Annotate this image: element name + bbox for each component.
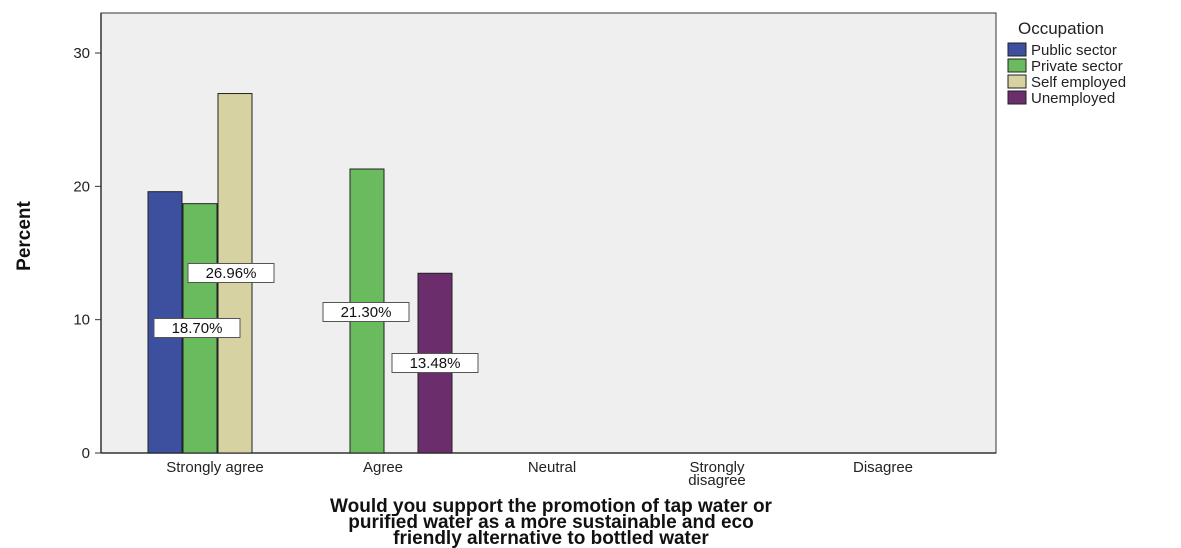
y-tick-label: 0: [82, 445, 90, 462]
x-axis-label-line: friendly alternative to bottled water: [393, 528, 709, 548]
x-axis-label: Would you support the promotion of tap w…: [330, 496, 773, 548]
y-axis-label: Percent: [14, 200, 35, 270]
legend-swatch: [1007, 42, 1027, 57]
data-label: 26.96%: [206, 265, 257, 282]
data-label-box: [391, 353, 479, 373]
x-ticks: Strongly agree Agree Neutral Stronglydisagr…: [166, 459, 913, 489]
x-axis-label-line: Would you support the promotion of tap w…: [330, 496, 773, 517]
legend-entry-label: Self employed: [1031, 74, 1126, 91]
x-axis-label-line: purified water as a more sustainable and…: [348, 512, 753, 533]
legend-swatch: [1007, 58, 1027, 73]
data-label-box: [322, 302, 410, 322]
y-tick-label: 20: [73, 178, 90, 195]
y-tick-label: 10: [73, 312, 90, 329]
legend-swatch: [1007, 74, 1027, 89]
legend-swatch: [1007, 90, 1027, 105]
data-label-box: [153, 318, 241, 338]
x-tick-label: Disagree: [853, 459, 913, 476]
x-tick-label: Agree: [363, 459, 403, 476]
data-labels: 26.96% 18.70% 21.30% 13.48%: [153, 263, 479, 373]
data-label: 18.70%: [172, 320, 223, 337]
data-label: 21.30%: [341, 304, 392, 321]
y-tick-label: 30: [73, 45, 90, 62]
y-ticks: 0 10 20 30: [73, 45, 101, 462]
legend-entry-label: Public sector: [1031, 42, 1117, 59]
x-tick-label: disagree: [688, 472, 746, 489]
legend-entry-label: Private sector: [1031, 58, 1123, 75]
data-label-box: [187, 263, 275, 283]
legend-title: Occupation: [1018, 19, 1104, 38]
data-label: 13.48%: [410, 355, 461, 372]
x-tick-label: Neutral: [528, 459, 576, 476]
x-tick-label: Strongly: [689, 459, 745, 476]
x-tick-label: Strongly agree: [166, 459, 264, 476]
legend-entry-label: Unemployed: [1031, 90, 1115, 107]
